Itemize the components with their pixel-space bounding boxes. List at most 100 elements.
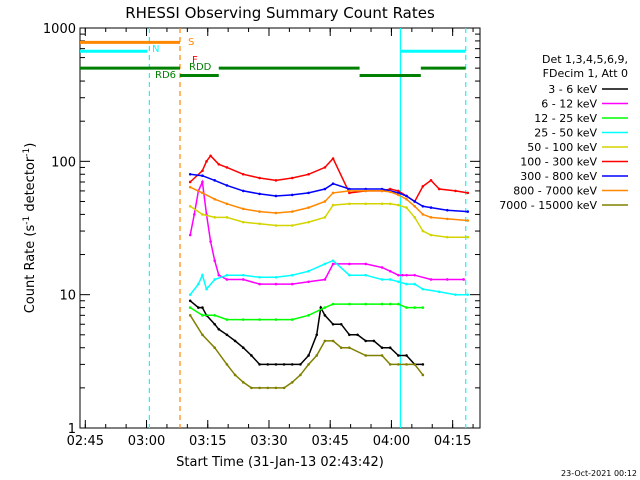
legend-entry-label: 7000 - 15000 keV xyxy=(499,199,597,212)
series-point xyxy=(290,318,294,321)
series-point xyxy=(429,206,433,209)
x-tick-label: 03:00 xyxy=(128,434,165,449)
x-axis-label: Start Time (31-Jan-13 02:43:42) xyxy=(176,455,384,470)
series-point xyxy=(217,163,221,166)
series-point xyxy=(315,333,319,337)
series-point xyxy=(290,224,294,227)
series-point xyxy=(421,306,425,309)
series-point xyxy=(348,187,351,191)
legend-header-line: FDecim 1, Att 0 xyxy=(543,67,628,80)
series-point xyxy=(397,354,400,357)
series-point xyxy=(413,273,416,277)
series-point xyxy=(225,363,229,366)
legend-entry-label: 6 - 12 keV xyxy=(541,98,597,111)
series-point xyxy=(188,172,192,176)
series-point xyxy=(201,333,204,337)
series-point xyxy=(209,154,212,158)
series-point xyxy=(380,346,384,350)
series-point xyxy=(388,202,392,206)
series-point xyxy=(348,346,351,350)
series-point xyxy=(225,278,229,281)
series-point xyxy=(290,282,294,286)
series-point xyxy=(364,187,368,191)
series-line-6 xyxy=(190,173,468,213)
series-point xyxy=(364,202,368,206)
series-point xyxy=(380,278,384,281)
series-point xyxy=(348,333,351,337)
series-point xyxy=(188,299,192,303)
series-point xyxy=(274,282,278,286)
series-point xyxy=(319,306,323,309)
legend-entry-label: 25 - 50 keV xyxy=(534,127,597,140)
series-line-8 xyxy=(189,314,424,389)
series-point xyxy=(274,386,278,390)
series-point xyxy=(258,222,261,226)
series-point xyxy=(421,373,425,377)
series-point xyxy=(233,339,237,343)
series-point xyxy=(290,363,294,366)
series-point xyxy=(188,233,192,237)
series-point xyxy=(290,210,294,213)
series-point xyxy=(348,302,351,306)
series-point xyxy=(213,314,216,317)
series-point xyxy=(397,191,400,195)
series-point xyxy=(266,363,270,366)
series-point xyxy=(241,220,245,224)
series-point xyxy=(397,193,400,197)
series-line-5 xyxy=(189,154,468,203)
series-point xyxy=(217,327,221,331)
series-point xyxy=(462,278,465,281)
series-point xyxy=(201,169,204,173)
series-point xyxy=(323,216,327,219)
series-point xyxy=(421,287,425,291)
series-point xyxy=(323,306,327,309)
series-point xyxy=(397,302,400,306)
series-point xyxy=(446,208,449,212)
series-point xyxy=(201,306,204,309)
series-point xyxy=(397,189,400,193)
flag-label-s: S xyxy=(188,37,194,48)
series-point xyxy=(299,373,302,377)
series-line-4 xyxy=(189,203,468,238)
series-point xyxy=(225,216,229,219)
series-point xyxy=(307,363,310,366)
series-point xyxy=(356,333,359,337)
series-point xyxy=(413,282,416,286)
series-point xyxy=(225,184,229,187)
series-point xyxy=(213,197,216,201)
series-point xyxy=(274,224,278,227)
series-point xyxy=(258,363,261,366)
series-point xyxy=(241,172,245,176)
series-point xyxy=(290,193,294,197)
y-tick-label: 100 xyxy=(51,155,76,170)
flag-label-rdd: RDD xyxy=(189,62,212,73)
series-point xyxy=(405,363,408,366)
series-point xyxy=(258,282,261,286)
x-tick-label: 04:15 xyxy=(434,434,471,449)
y-tick-label: 1000 xyxy=(43,22,76,37)
series-point xyxy=(290,273,294,277)
series-line-7 xyxy=(189,186,468,222)
series-point xyxy=(213,322,216,326)
series-point xyxy=(364,189,368,193)
series-point xyxy=(388,187,392,191)
series-point xyxy=(299,363,302,366)
x-tick-label: 02:45 xyxy=(67,434,104,449)
series-point xyxy=(397,363,400,366)
series-point xyxy=(213,346,216,350)
series-point xyxy=(201,273,204,277)
series-point xyxy=(348,202,351,206)
series-point xyxy=(205,160,208,163)
plot-frame xyxy=(79,27,481,429)
series-point xyxy=(258,386,261,390)
series-point xyxy=(323,187,327,191)
series-point xyxy=(217,273,221,277)
flag-label-f: F xyxy=(192,55,198,66)
legend-entry-label: 50 - 100 keV xyxy=(527,141,597,154)
legend-entry-label: 300 - 800 keV xyxy=(520,170,597,183)
series-point xyxy=(331,259,335,262)
series-point xyxy=(437,187,441,191)
series-point xyxy=(405,306,408,309)
series-point xyxy=(323,314,327,317)
series-point xyxy=(331,322,335,326)
